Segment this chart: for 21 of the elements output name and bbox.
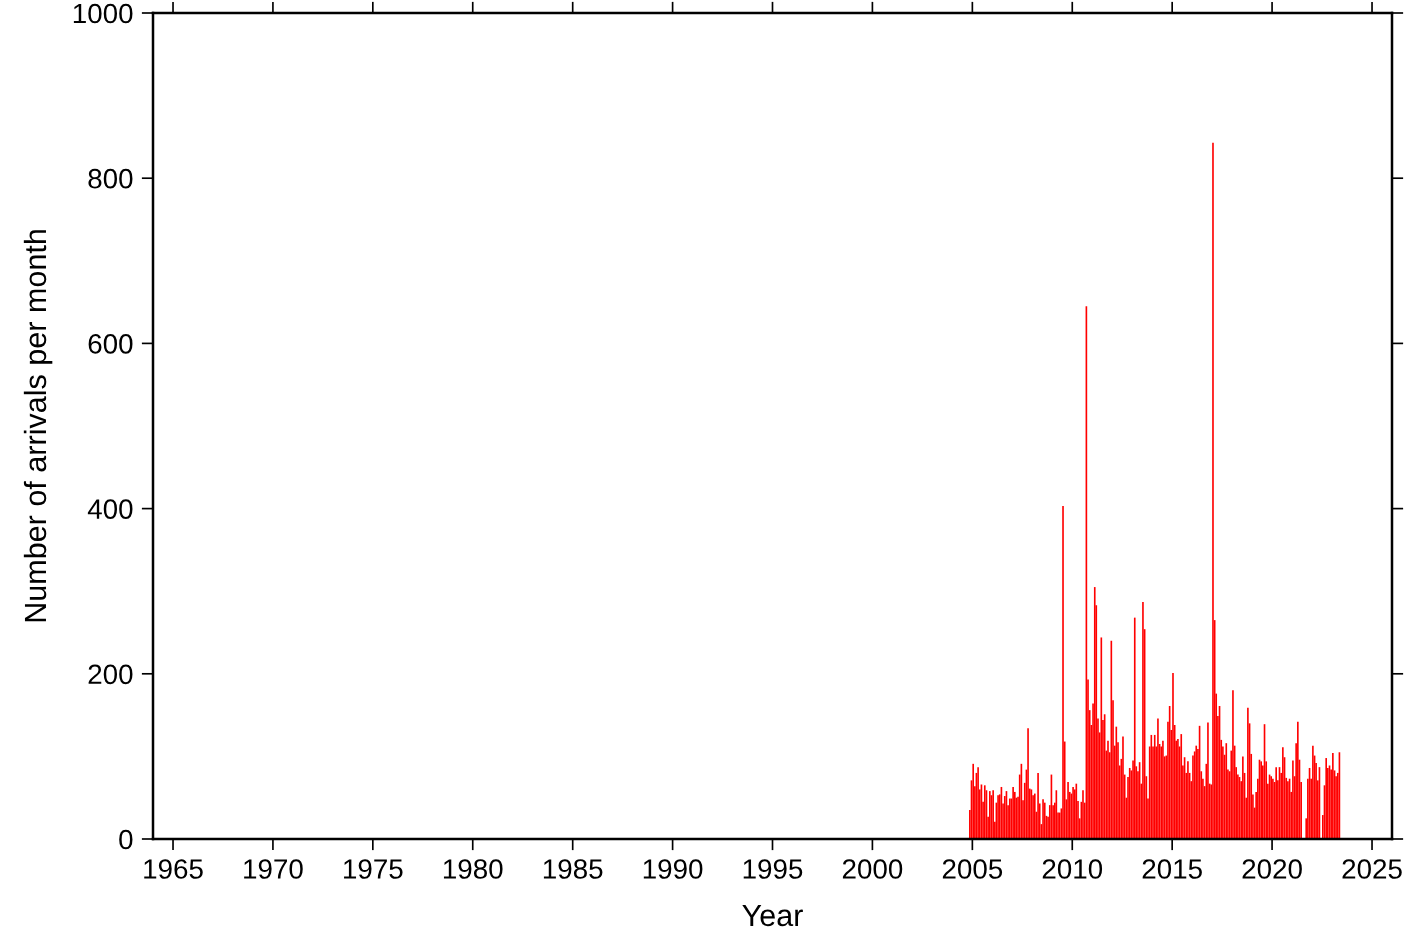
x-tick-label: 1980 xyxy=(443,859,503,879)
x-tick-label: 1975 xyxy=(344,859,403,879)
x-tick-label: 2005 xyxy=(942,859,1003,879)
y-tick-label: 0 xyxy=(119,829,133,850)
y-tick-label: 1000 xyxy=(73,3,133,24)
y-axis-title: Number of arrivals per month xyxy=(23,230,53,622)
x-tick-label: 2000 xyxy=(842,859,903,879)
x-tick-label: 2025 xyxy=(1342,859,1402,879)
x-tick-label: 1970 xyxy=(244,859,303,879)
x-tick-label: 1990 xyxy=(643,859,703,879)
x-tick-label: 2010 xyxy=(1042,859,1103,879)
x-tick-label: 2020 xyxy=(1242,859,1302,879)
x-tick-label: 1985 xyxy=(543,859,603,879)
y-tick-label: 400 xyxy=(87,499,133,519)
x-axis-title: Year xyxy=(742,904,803,927)
x-tick-label: 2015 xyxy=(1142,859,1202,879)
x-tick-label: 1965 xyxy=(144,859,203,879)
y-tick-label: 800 xyxy=(88,168,133,189)
y-tick-label: 600 xyxy=(88,334,133,354)
x-tick-label: 1995 xyxy=(743,859,803,879)
y-tick-label: 200 xyxy=(88,664,133,685)
